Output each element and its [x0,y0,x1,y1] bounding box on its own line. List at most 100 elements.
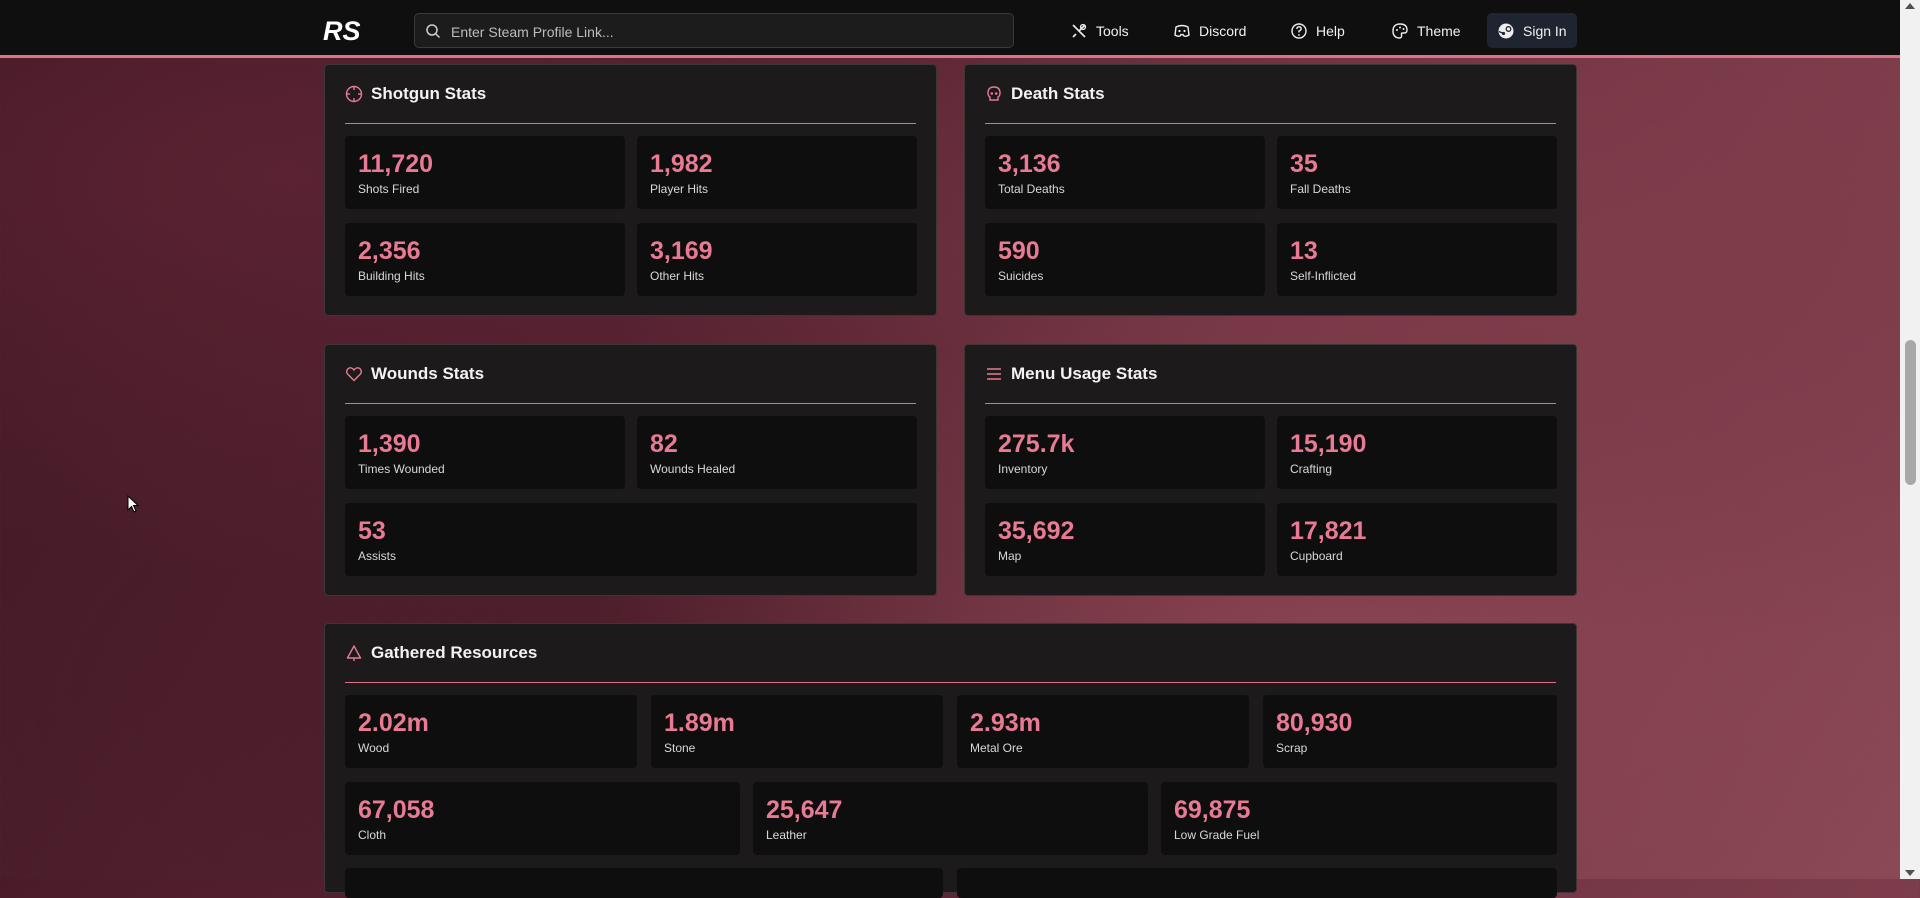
nav-theme[interactable]: Theme [1381,13,1471,48]
discord-icon [1174,24,1190,37]
stat-label: Fall Deaths [1290,182,1351,196]
stat-value: 67,058 [358,796,435,824]
sign-in-label: Sign In [1523,22,1567,39]
tools-icon [1072,23,1087,38]
wounds-stats-header: Wounds Stats [345,345,916,404]
nav-tools-label: Tools [1096,22,1129,39]
stat-label: Cloth [358,828,387,842]
stat-label: Self-Inflicted [1290,269,1357,283]
tree-icon [346,645,362,661]
stat-value: 25,647 [766,796,843,824]
stat-value: 13 [1290,237,1318,265]
stat-card: 25,647 Leather [753,782,1148,855]
stat-card: 2.93m Metal Ore [957,695,1249,768]
steam-profile-search[interactable] [414,13,1014,49]
stat-card: 69,875 Low Grade Fuel [1161,782,1557,855]
stat-label: Total Deaths [998,182,1065,196]
stat-value: 1,982 [650,150,713,178]
stat-value: 80,930 [1276,709,1353,737]
steam-icon [1498,23,1514,38]
stat-card: 1.89m Stone [651,695,943,768]
nav-help-label: Help [1316,22,1345,39]
skull-icon [987,86,1001,101]
stat-label: Metal Ore [970,741,1023,755]
stat-label: Cupboard [1290,549,1343,563]
stat-label: Other Hits [650,269,705,283]
stat-card: 1,982 Player Hits [637,136,917,209]
search-input[interactable] [449,14,1003,49]
heart-icon [346,367,362,382]
stat-card: 80,930 Scrap [1263,695,1557,768]
stat-card: 275.7k Inventory [985,416,1265,489]
help-icon [1291,22,1307,39]
menu-usage-stats-panel: Menu Usage Stats 275.7k Inventory 15,190… [964,344,1577,596]
stat-card: 3,169 Other Hits [637,223,917,296]
stat-card: 1,390 Times Wounded [345,416,625,489]
stat-value: 17,821 [1290,517,1367,545]
stat-value: 2.02m [358,709,429,737]
stat-label: Suicides [998,269,1044,283]
stat-label: Low Grade Fuel [1174,828,1260,842]
stat-card: 82 Wounds Healed [637,416,917,489]
rs-logo[interactable]: RS [323,17,375,44]
stat-card: 15,190 Crafting [1277,416,1557,489]
nav-theme-label: Theme [1417,22,1461,39]
palette-icon [1392,22,1408,39]
stat-card-partial [345,868,943,898]
mouse-cursor-icon [127,495,139,513]
nav-tools[interactable]: Tools [1060,13,1139,48]
stat-label: Crafting [1290,462,1333,476]
page-scrollbar[interactable] [1900,0,1920,879]
death-stats-header: Death Stats [985,65,1556,124]
stat-value: 1,390 [358,430,421,458]
stat-card: 67,058 Cloth [345,782,740,855]
nav-discord-label: Discord [1199,22,1247,39]
stat-card: 590 Suicides [985,223,1265,296]
stat-value: 590 [998,237,1040,265]
stat-value: 1.89m [664,709,735,737]
stat-label: Player Hits [650,182,709,196]
death-stats-panel: Death Stats 3,136 Total Deaths 35 Fall D… [964,64,1577,316]
stat-value: 53 [358,517,386,545]
stat-card: 2.02m Wood [345,695,637,768]
stat-value: 275.7k [998,430,1075,458]
stat-label: Stone [664,741,696,755]
stat-value: 35 [1290,150,1318,178]
crosshair-icon [345,85,363,103]
stat-value: 3,136 [998,150,1061,178]
sign-in-button[interactable]: Sign In [1487,13,1577,48]
gathered-resources-panel: Gathered Resources 2.02m Wood 1.89m Ston… [324,623,1577,898]
stat-value: 2.93m [970,709,1041,737]
stat-value: 3,169 [650,237,713,265]
shotgun-stats-panel: Shotgun Stats 11,720 Shots Fired 1,982 P… [324,64,937,316]
menu-icon [987,368,1001,380]
stat-label: Map [998,549,1022,563]
stat-label: Scrap [1276,741,1308,755]
stat-card: 17,821 Cupboard [1277,503,1557,576]
panel-title: Menu Usage Stats [1011,364,1158,383]
scroll-up-arrow-icon[interactable] [1905,3,1915,9]
stat-label: Assists [358,549,397,563]
nav-discord[interactable]: Discord [1163,13,1256,48]
svg-text:RS: RS [323,17,361,44]
search-icon [426,24,441,39]
stat-card: 35 Fall Deaths [1277,136,1557,209]
stat-label: Wood [358,741,390,755]
panel-title: Gathered Resources [371,643,538,662]
panel-title: Wounds Stats [371,364,485,383]
gathered-resources-header: Gathered Resources [345,624,1556,683]
panel-title: Death Stats [1011,84,1105,103]
stat-label: Times Wounded [358,462,445,476]
scrollbar-thumb[interactable] [1905,340,1916,485]
nav-help[interactable]: Help [1280,13,1355,48]
scroll-down-arrow-icon[interactable] [1905,870,1915,876]
stat-value: 35,692 [998,517,1075,545]
stat-value: 15,190 [1290,430,1367,458]
stat-label: Wounds Healed [650,462,736,476]
stat-card-partial [957,868,1557,898]
stat-label: Leather [766,828,807,842]
stat-card: 35,692 Map [985,503,1265,576]
stat-card: 53 Assists [345,503,917,576]
stat-card: 11,720 Shots Fired [345,136,625,209]
stat-card: 13 Self-Inflicted [1277,223,1557,296]
